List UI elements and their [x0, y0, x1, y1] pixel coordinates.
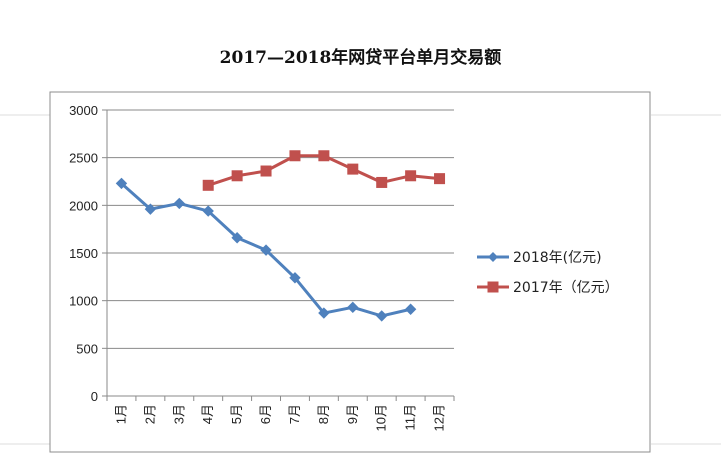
- y-tick-label: 3000: [69, 103, 98, 118]
- series-1: [115, 177, 417, 322]
- y-tick-label: 1500: [69, 246, 98, 261]
- legend: 2018年(亿元) 2017年（亿元）: [477, 250, 619, 296]
- x-axis-ticks: 1月 2月 3月 4月 5月 6月 7月 8月 9月 10月 11月 12月: [106, 396, 455, 431]
- chart-title: 2017—2018年网贷平台单月交易额: [219, 48, 502, 68]
- data-point: [144, 203, 157, 215]
- data-point: [202, 179, 214, 191]
- legend-label: 2018年(亿元): [513, 250, 602, 266]
- x-tick-label: 1月: [113, 404, 128, 424]
- data-point: [318, 150, 330, 162]
- data-point: [260, 244, 272, 256]
- x-tick-label: 3月: [171, 404, 186, 424]
- legend-marker: [487, 281, 499, 293]
- x-tick-label: 5月: [229, 404, 244, 424]
- x-tick-label: 6月: [258, 404, 273, 424]
- legend-label: 2017年（亿元）: [513, 280, 619, 296]
- data-point: [347, 301, 359, 314]
- data-point: [231, 232, 243, 244]
- chart-area-border: [49, 91, 651, 453]
- data-point: [260, 165, 272, 177]
- data-point: [434, 173, 446, 185]
- data-point: [173, 197, 185, 210]
- series-group: [115, 150, 446, 322]
- data-point: [405, 170, 417, 182]
- data-point: [376, 176, 388, 188]
- x-tick-label: 9月: [345, 404, 360, 424]
- data-point: [115, 177, 128, 190]
- x-tick-label: 11月: [403, 404, 418, 431]
- data-point: [289, 272, 301, 284]
- y-tick-label: 0: [91, 389, 98, 404]
- x-tick-label: 12月: [432, 404, 447, 431]
- x-tick-label: 2月: [142, 404, 157, 424]
- x-tick-label: 4月: [200, 404, 215, 424]
- data-point: [404, 303, 417, 315]
- y-axis-ticks: 0 500 1000 1500 2000 2500 3000: [69, 103, 107, 404]
- x-tick-label: 7月: [287, 404, 302, 424]
- x-tick-label: 10月: [374, 404, 389, 431]
- data-point: [289, 150, 301, 162]
- y-tick-label: 500: [76, 341, 98, 356]
- x-tick-label: 8月: [316, 404, 331, 424]
- y-tick-label: 2000: [69, 198, 98, 213]
- data-point: [318, 307, 330, 319]
- y-tick-label: 2500: [69, 151, 98, 166]
- data-point: [202, 205, 214, 217]
- legend-marker: [488, 252, 498, 262]
- series-2: [202, 150, 446, 191]
- data-point: [376, 310, 388, 322]
- data-point: [347, 163, 359, 175]
- y-tick-label: 1000: [69, 294, 98, 309]
- data-point: [231, 170, 243, 182]
